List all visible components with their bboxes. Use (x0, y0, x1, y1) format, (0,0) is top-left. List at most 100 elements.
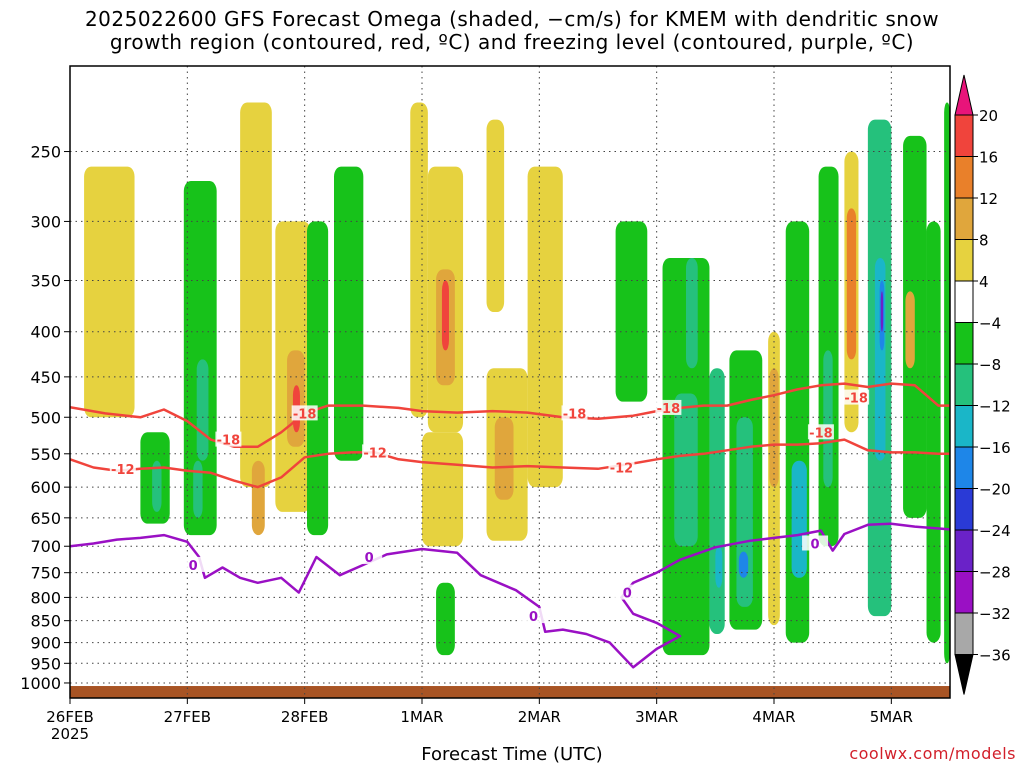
omega-cell (846, 208, 857, 360)
contour-label: -18 (293, 407, 317, 422)
x-tick-label: 1MAR (400, 708, 443, 726)
contour-label: -12 (111, 463, 135, 478)
omega-cell (791, 460, 807, 578)
contour-label: -12 (363, 446, 387, 461)
plot-frame (69, 65, 951, 699)
y-tick-label: 850 (30, 612, 61, 631)
contour-label: -18 (844, 392, 868, 407)
omega-cell (422, 432, 464, 547)
omega-cell (441, 280, 449, 351)
colorbar-bin (954, 197, 974, 240)
x-tick-label: 3MAR (635, 708, 678, 726)
colorbar-bin (954, 239, 974, 282)
contour-label-bg (608, 459, 635, 475)
axes: 250 300 350 400 450 500 550 600 650 700 750 800 850 9… (20, 65, 951, 743)
colorbar-bin (954, 280, 974, 323)
contour-label-bg (109, 460, 136, 476)
y-tick-label: 300 (30, 212, 61, 231)
x-tick-label: 27FEB (164, 708, 211, 726)
y-tick-label: 800 (30, 588, 61, 607)
y-tick-label: 350 (30, 272, 61, 291)
contour-label-bg (356, 549, 383, 565)
grid-lines (69, 66, 950, 698)
credit-text: coolwx.com/models (849, 744, 1016, 763)
colorbar-bin (954, 488, 974, 531)
colorbar-label: −24 (979, 522, 1011, 540)
chart-title-line-2: growth region (contoured, red, ºC) and f… (109, 30, 915, 54)
omega-cell (926, 221, 941, 643)
colorbar-label: −36 (979, 647, 1011, 665)
x-tick-label: 28FEB (281, 708, 328, 726)
contour-label: -18 (563, 407, 587, 422)
omega-cell (615, 221, 648, 402)
colorbar-top-arrow (954, 74, 974, 116)
contour-lines: -18 -18 -18 -18 -18 -18 -12 -12 -12 0 0 0 0 0 (70, 382, 950, 669)
omega-cell (152, 460, 162, 512)
omega-cell (410, 102, 428, 418)
y-tick-label: 1000 (20, 674, 61, 693)
omega-cell (823, 350, 833, 488)
colorbar-label: 4 (979, 273, 989, 291)
contour-label: -18 (809, 426, 833, 441)
colorbar-label: 16 (979, 149, 998, 167)
contour-label-bg (614, 584, 641, 600)
omega-cell (527, 166, 563, 488)
omega-cell (944, 102, 950, 664)
colorbar-bin (954, 156, 974, 199)
omega-shading (84, 102, 950, 664)
x-tick-label: 4MAR (752, 708, 795, 726)
omega-cell (738, 551, 749, 578)
terrain-layer (70, 686, 950, 698)
contour-label-bg (180, 556, 207, 572)
chart-title-line-1: 2025022600 GFS Forecast Omega (shaded, −… (84, 7, 940, 31)
colorbar-bin (954, 363, 974, 406)
x-tick-label: 26FEB (46, 708, 93, 726)
colorbar-label: 12 (979, 190, 998, 208)
omega-cell (686, 257, 698, 369)
contour-label-bg (362, 444, 389, 460)
colorbar-label: 8 (979, 232, 989, 250)
omega-cell (251, 460, 265, 536)
colorbar-bin (954, 571, 974, 614)
omega-cell (674, 393, 698, 547)
contour-label-bg (561, 405, 588, 421)
omega-cell (193, 460, 203, 518)
contour-line-minus12 (70, 438, 950, 489)
omega-cell (196, 359, 209, 461)
colorbar-label: −4 (979, 315, 1001, 333)
contour-label-bg (807, 424, 834, 440)
omega-cell (769, 368, 779, 488)
contour-label: 0 (529, 610, 538, 625)
terrain-strip (70, 686, 950, 698)
omega-cell (715, 546, 723, 588)
y-tick-label: 750 (30, 564, 61, 583)
omega-cell (436, 582, 455, 656)
colorbar: 20 16 12 8 4 −4 −8 −12 −16 −20 −24 −28 −32 −36 (954, 74, 1011, 695)
contour-label-bg (655, 399, 682, 415)
y-tick-label: 450 (30, 368, 61, 387)
omega-cell (709, 368, 725, 634)
colorbar-bottom-arrow (954, 654, 974, 695)
omega-cell (905, 291, 915, 369)
omega-cell (307, 221, 329, 536)
omega-cell (494, 417, 514, 500)
y-tick-label: 400 (30, 323, 61, 342)
colorbar-bin (954, 114, 974, 157)
y-tick-label: 950 (30, 654, 61, 673)
contour-label: 0 (811, 537, 820, 552)
contour-label-bg (802, 535, 829, 551)
contour-label: -12 (610, 461, 634, 476)
y-tick-label: 700 (30, 537, 61, 556)
omega-cell (334, 166, 364, 461)
colorbar-bin (954, 446, 974, 489)
contour-label: -18 (657, 402, 681, 417)
contour-label: -18 (217, 434, 241, 449)
y-tick-label: 600 (30, 478, 61, 497)
omega-cell (880, 291, 884, 332)
x-tick-label: 5MAR (870, 708, 913, 726)
omega-cell (486, 119, 505, 313)
colorbar-label: −32 (979, 605, 1011, 623)
contour-line-0 (70, 522, 950, 669)
y-tick-label: 650 (30, 509, 61, 528)
